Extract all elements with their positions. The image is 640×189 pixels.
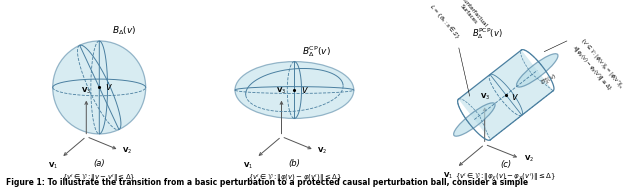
Text: $\{v^\prime \in \mathcal{V} : \|\varphi(v) - \varphi(v^\prime)\| \leq \Delta\}$: $\{v^\prime \in \mathcal{V} : \|\varphi(… (248, 173, 341, 185)
Text: $\{v^\prime \in \mathcal{V} : \|\varphi_X(v) - \varphi_X(v^\prime)\| \leq \Delta: $\{v^\prime \in \mathcal{V} : \|\varphi_… (456, 172, 556, 184)
Text: $\mathbf{V}_2$: $\mathbf{V}_2$ (122, 146, 132, 156)
Text: $B_\Delta^{\mathrm{PCP}}(v)$: $B_\Delta^{\mathrm{PCP}}(v)$ (472, 26, 502, 41)
Text: $B_\Delta(v)$: $B_\Delta(v)$ (112, 25, 136, 37)
Ellipse shape (235, 62, 354, 119)
Ellipse shape (516, 54, 558, 87)
Text: (a): (a) (93, 159, 105, 168)
Text: $v$: $v$ (511, 92, 519, 102)
Text: Counterfactual
Surfaces: Counterfactual Surfaces (453, 0, 488, 32)
Text: $B_\Delta^{\mathrm{CP}}(v)$: $B_\Delta^{\mathrm{CP}}(v)$ (302, 44, 331, 59)
Polygon shape (458, 50, 553, 140)
Text: (c): (c) (500, 160, 511, 169)
Text: $\mathbf{V}_3$: $\mathbf{V}_3$ (479, 92, 490, 102)
Ellipse shape (454, 103, 495, 136)
Text: $\mathbf{V}_2$: $\mathbf{V}_2$ (524, 154, 534, 164)
Text: $\{v^\prime \in \mathcal{V} : \|v - v^\prime\| \leq \Delta\}$: $\{v^\prime \in \mathcal{V} : \|v - v^\p… (63, 173, 136, 185)
Text: $\mathbf{V}_1$: $\mathbf{V}_1$ (443, 171, 453, 181)
Text: (b): (b) (289, 159, 300, 168)
Ellipse shape (52, 41, 146, 134)
Text: $\{v^\prime \in \mathcal{V} : |\phi(v)|_s = |\phi(v^\prime)|_s$
$\wedge \|\varph: $\{v^\prime \in \mathcal{V} : |\phi(v)|_… (569, 36, 625, 98)
Text: $v$: $v$ (106, 82, 113, 92)
Text: $\mathbf{V}_3$: $\mathbf{V}_3$ (81, 86, 92, 96)
Text: $\mathbf{V}_1$: $\mathbf{V}_1$ (48, 160, 58, 171)
Text: $B_X^{\varphi}(v)$: $B_X^{\varphi}(v)$ (540, 71, 560, 88)
Text: $\mathbf{V}_1$: $\mathbf{V}_1$ (243, 160, 253, 171)
Text: $\mathbf{V}_3$: $\mathbf{V}_3$ (276, 86, 287, 96)
Text: $L = \{\theta_s : s \in \mathcal{S}\}$: $L = \{\theta_s : s \in \mathcal{S}\}$ (427, 1, 463, 41)
Text: Figure 1: To illustrate the transition from a basic perturbation to a protected : Figure 1: To illustrate the transition f… (6, 178, 529, 187)
Text: $\mathbf{V}_2$: $\mathbf{V}_2$ (317, 146, 327, 156)
Text: $v$: $v$ (301, 85, 308, 95)
